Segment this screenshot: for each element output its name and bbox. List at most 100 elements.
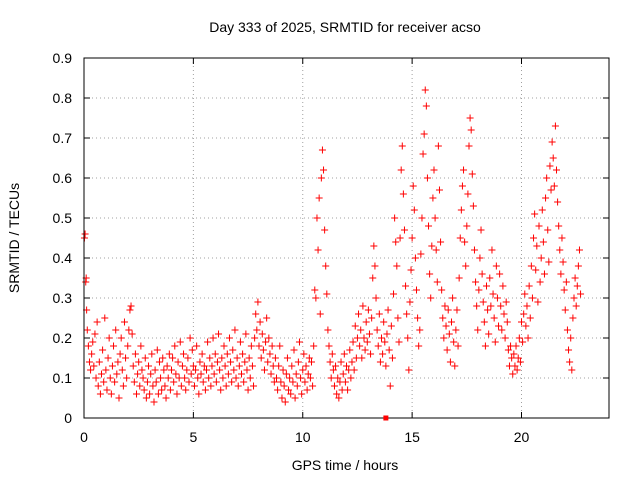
data-point	[463, 222, 471, 230]
y-tick-label: 0.3	[53, 290, 73, 306]
data-point	[199, 378, 207, 386]
data-point	[508, 354, 516, 362]
data-point	[573, 282, 581, 290]
data-point	[165, 350, 173, 358]
data-point	[358, 354, 366, 362]
data-point	[186, 334, 194, 342]
data-point	[115, 394, 123, 402]
data-point	[563, 326, 571, 334]
data-point	[461, 238, 469, 246]
data-point	[238, 370, 245, 378]
data-point	[428, 242, 436, 250]
data-point	[453, 306, 461, 314]
data-point	[325, 342, 333, 350]
data-point	[402, 282, 410, 290]
data-point	[122, 354, 130, 362]
data-point	[384, 306, 392, 314]
y-tick-label: 0.2	[53, 330, 73, 346]
data-point	[547, 186, 555, 194]
data-point	[360, 334, 368, 342]
data-point	[407, 266, 415, 274]
data-point	[305, 354, 313, 362]
data-point	[297, 374, 305, 382]
data-point	[324, 326, 332, 334]
data-point	[368, 314, 376, 322]
data-point	[224, 370, 232, 378]
data-point	[525, 282, 533, 290]
data-point	[452, 326, 460, 334]
data-point	[314, 246, 322, 254]
data-point	[134, 370, 142, 378]
data-point	[163, 362, 171, 370]
data-point	[234, 382, 242, 390]
data-point	[221, 362, 229, 370]
data-point	[440, 334, 448, 342]
data-point	[95, 358, 103, 366]
data-point	[293, 382, 301, 390]
data-point	[415, 342, 423, 350]
data-point	[483, 282, 490, 290]
data-point	[570, 294, 578, 302]
data-point	[531, 210, 539, 218]
data-point	[526, 314, 534, 322]
data-point	[254, 298, 262, 306]
y-tick-label: 0.4	[53, 250, 73, 266]
data-point	[434, 142, 442, 150]
data-point	[359, 302, 367, 310]
data-point	[280, 382, 288, 390]
data-point	[480, 318, 488, 326]
data-point	[270, 378, 278, 386]
data-point	[157, 374, 165, 382]
data-point	[164, 374, 172, 382]
data-point	[522, 322, 530, 330]
data-point	[357, 326, 365, 334]
data-point	[441, 302, 449, 310]
data-point	[242, 330, 250, 338]
data-point	[520, 310, 528, 318]
axis-ticks	[83, 57, 609, 419]
data-point	[362, 318, 370, 326]
data-point	[476, 254, 484, 262]
data-point	[350, 366, 358, 374]
data-point	[393, 262, 401, 270]
data-point	[454, 342, 462, 350]
data-point	[498, 326, 506, 334]
x-tick-label: 10	[295, 429, 311, 445]
data-point	[176, 338, 184, 346]
data-point	[392, 238, 400, 246]
data-point	[535, 222, 543, 230]
data-point	[228, 378, 236, 386]
data-point	[96, 390, 104, 398]
data-point	[152, 378, 160, 386]
data-point	[429, 194, 437, 202]
data-point	[346, 346, 354, 354]
data-point	[138, 366, 146, 374]
data-point	[145, 362, 153, 370]
data-point	[304, 370, 312, 378]
data-point	[361, 346, 369, 354]
data-point	[339, 370, 347, 378]
data-point	[353, 334, 361, 342]
data-point	[102, 366, 110, 374]
data-point	[515, 334, 523, 342]
data-point	[301, 378, 309, 386]
data-point	[475, 286, 483, 294]
data-point	[397, 166, 405, 174]
data-point	[282, 370, 290, 378]
data-point	[195, 390, 203, 398]
data-point	[318, 146, 326, 154]
data-point	[128, 330, 136, 338]
data-point	[398, 142, 406, 150]
data-point	[125, 326, 133, 334]
data-point	[235, 362, 243, 370]
data-point	[114, 358, 122, 366]
data-point	[194, 374, 202, 382]
data-point	[569, 314, 577, 322]
data-point	[544, 226, 552, 234]
data-point	[400, 226, 408, 234]
data-point	[566, 358, 574, 366]
data-point	[387, 322, 395, 330]
data-point	[375, 310, 383, 318]
data-point	[467, 126, 475, 134]
data-point	[200, 362, 208, 370]
